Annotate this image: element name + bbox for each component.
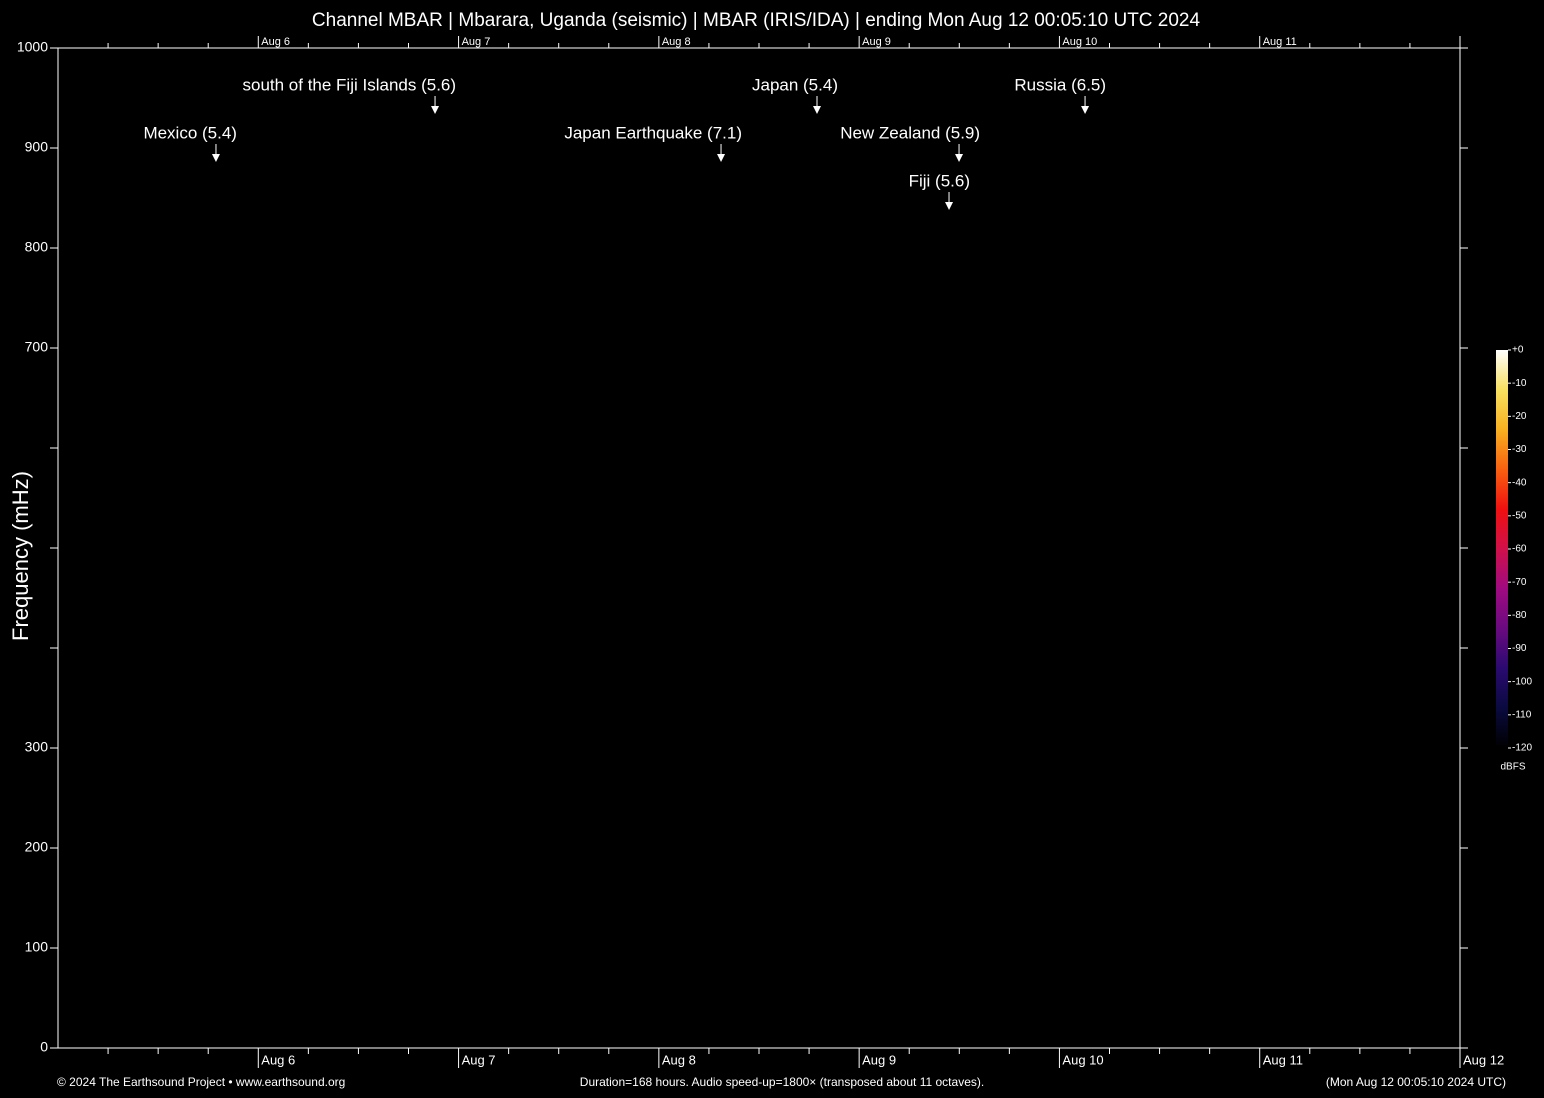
- colorbar-tick-label: -80: [1512, 610, 1527, 621]
- x-tick-label: Aug 10: [1062, 1052, 1103, 1067]
- event-label: Japan Earthquake (7.1): [564, 123, 742, 142]
- event-arrowhead: [431, 106, 440, 114]
- colorbar-tick-label: -60: [1512, 544, 1527, 555]
- x-tick-label-top: Aug 11: [1263, 36, 1297, 48]
- x-tick-label: Aug 6: [261, 1052, 295, 1067]
- event-arrowhead: [717, 154, 726, 162]
- event-label: Mexico (5.4): [143, 123, 237, 142]
- y-tick-label: 0: [40, 1039, 48, 1055]
- colorbar-tick-label: -70: [1512, 577, 1527, 588]
- event-label: Russia (6.5): [1014, 75, 1106, 94]
- x-tick-label-top: Aug 9: [862, 36, 891, 48]
- colorbar-tick-label: -20: [1512, 411, 1527, 422]
- colorbar-tick-label: -110: [1512, 709, 1532, 720]
- x-tick-label-top: Aug 7: [462, 36, 491, 48]
- event-arrowhead: [955, 154, 964, 162]
- chart-title: Channel MBAR | Mbarara, Uganda (seismic)…: [312, 10, 1201, 31]
- y-tick-label: 200: [25, 839, 49, 855]
- x-tick-label-top: Aug 8: [662, 36, 691, 48]
- x-tick-label-top: Aug 6: [261, 36, 290, 48]
- colorbar-tick-label: -40: [1512, 477, 1527, 488]
- y-tick-label: 1000: [17, 39, 48, 55]
- colorbar: [1496, 350, 1508, 748]
- x-tick-label: Aug 9: [862, 1052, 896, 1067]
- y-tick-label: 700: [25, 339, 49, 355]
- y-tick-label: 100: [25, 939, 49, 955]
- colorbar-tick-label: -30: [1512, 444, 1527, 455]
- colorbar-tick-label: -10: [1512, 378, 1527, 389]
- event-label: New Zealand (5.9): [840, 123, 980, 142]
- event-label: Japan (5.4): [752, 75, 838, 94]
- y-axis-label: Frequency (mHz): [8, 471, 33, 641]
- x-tick-label-top: Aug 10: [1062, 36, 1097, 48]
- event-label: south of the Fiji Islands (5.6): [242, 75, 456, 94]
- y-tick-label: 900: [25, 139, 49, 155]
- y-tick-label: 800: [25, 239, 49, 255]
- colorbar-tick-label: -90: [1512, 643, 1527, 654]
- colorbar-tick-label: -50: [1512, 510, 1527, 521]
- y-tick-label: 300: [25, 739, 49, 755]
- footer-left: © 2024 The Earthsound Project • www.eart…: [57, 1075, 345, 1089]
- colorbar-tick-label: -120: [1512, 743, 1532, 754]
- colorbar-tick-label: -100: [1512, 676, 1532, 687]
- footer-right: (Mon Aug 12 00:05:10 2024 UTC): [1326, 1075, 1506, 1089]
- event-arrowhead: [945, 202, 954, 210]
- event-label: Fiji (5.6): [909, 171, 970, 190]
- event-arrowhead: [812, 106, 821, 114]
- x-tick-label: Aug 11: [1263, 1052, 1303, 1067]
- x-tick-label: Aug 8: [662, 1052, 696, 1067]
- colorbar-label: dBFS: [1500, 762, 1525, 773]
- footer-center: Duration=168 hours. Audio speed-up=1800×…: [580, 1075, 984, 1089]
- x-tick-label: Aug 7: [462, 1052, 496, 1067]
- x-tick-label: Aug 12: [1463, 1052, 1504, 1067]
- event-arrowhead: [1081, 106, 1090, 114]
- event-arrowhead: [211, 154, 220, 162]
- colorbar-tick-label: +0: [1512, 345, 1524, 356]
